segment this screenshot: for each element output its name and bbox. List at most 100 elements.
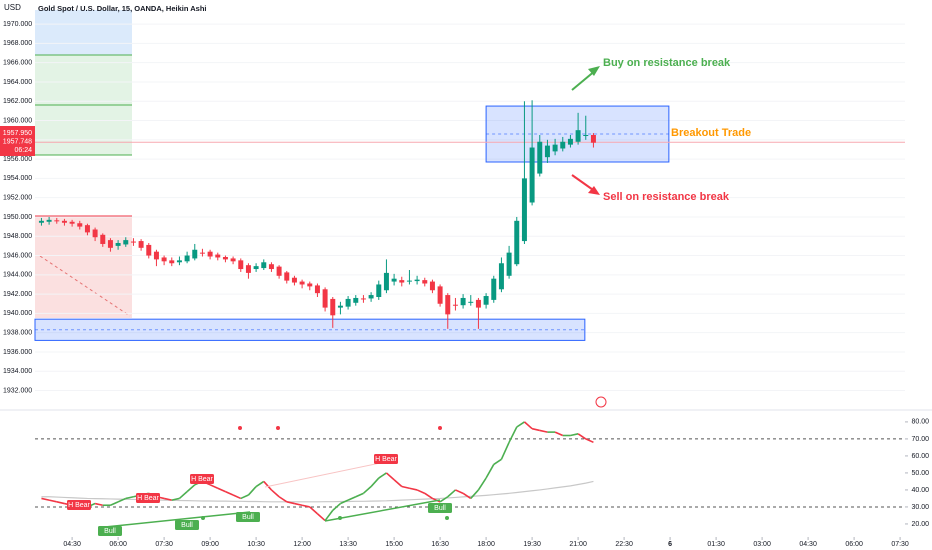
candle-body xyxy=(567,138,573,145)
candle-body xyxy=(268,264,274,270)
rsi-segment xyxy=(94,502,103,507)
candle-body xyxy=(276,266,282,276)
rsi-segment xyxy=(385,472,395,481)
candle-body xyxy=(514,220,520,265)
x-tick-label: 6 xyxy=(668,541,672,548)
rsi-segment xyxy=(255,480,265,488)
y-tick-label: 1936.000 xyxy=(3,349,32,356)
y-tick-label: 1962.000 xyxy=(3,98,32,105)
rsi-segment xyxy=(493,458,502,466)
x-tick-label: 18:00 xyxy=(477,541,495,548)
price-label: 1957.950 xyxy=(3,130,32,137)
rsi-segment xyxy=(186,484,196,493)
rsi-segment xyxy=(117,497,127,503)
divergence-line xyxy=(104,511,251,528)
signal-dot xyxy=(238,426,242,430)
x-tick-label: 03:00 xyxy=(753,541,771,548)
rsi-segment xyxy=(232,494,242,500)
rsi-segment xyxy=(340,499,349,505)
candle-body xyxy=(376,284,382,297)
candle-body xyxy=(345,298,351,307)
candle-body xyxy=(146,244,152,256)
y-tick-label: 40.00 xyxy=(911,487,929,494)
candle-body xyxy=(552,144,558,152)
candle-body xyxy=(460,297,466,306)
candle-body xyxy=(84,225,90,233)
rsi-segment xyxy=(362,485,372,494)
candle-body xyxy=(77,223,83,227)
annotation-box xyxy=(98,526,122,536)
candle-body xyxy=(475,299,481,308)
y-tick-label: 60.00 xyxy=(911,453,929,460)
tool-zone xyxy=(35,10,132,55)
rsi-segment xyxy=(424,492,433,500)
candle-body xyxy=(161,257,167,262)
candle-body xyxy=(230,258,236,262)
candle-body xyxy=(284,272,290,281)
candle-body xyxy=(61,220,67,223)
candle-body xyxy=(337,305,343,308)
candle-body xyxy=(215,254,221,258)
annotation-box xyxy=(236,512,260,522)
x-tick-label: 06:00 xyxy=(109,541,127,548)
y-tick-label: 1968.000 xyxy=(3,40,32,47)
rsi-segment xyxy=(316,513,326,522)
rsi-segment xyxy=(247,485,257,496)
y-tick-label: 1956.000 xyxy=(3,156,32,163)
candle-body xyxy=(184,255,190,262)
chart-title: Gold Spot / U.S. Dollar, 15, OANDA, Heik… xyxy=(38,4,207,13)
candle-body xyxy=(429,281,435,291)
rsi-segment xyxy=(278,496,288,503)
annotation-box xyxy=(136,493,160,503)
rsi-segment xyxy=(409,487,418,491)
candle-body xyxy=(130,241,136,243)
rsi-segment xyxy=(570,433,579,437)
annotation-box xyxy=(175,520,199,530)
rsi-segment xyxy=(401,485,410,490)
y-tick-label: 1950.000 xyxy=(3,214,32,221)
candle-body xyxy=(406,280,412,282)
x-tick-label: 15:00 xyxy=(385,541,403,548)
rsi-segment xyxy=(309,506,318,515)
candle-body xyxy=(414,279,420,282)
candle-body xyxy=(138,241,144,248)
rsi-segment xyxy=(263,480,273,491)
candle-body xyxy=(506,252,512,276)
rsi-segment xyxy=(41,497,50,501)
candle-body xyxy=(54,220,60,222)
y-tick-label: 20.00 xyxy=(911,521,929,528)
y-tick-label: 1960.000 xyxy=(3,117,32,124)
rsi-segment xyxy=(294,502,303,507)
rsi-segment xyxy=(56,501,65,505)
annotation: Bull xyxy=(104,528,116,535)
signal-dot xyxy=(438,426,442,430)
rsi-segment xyxy=(125,495,134,500)
y-tick-label: 1954.000 xyxy=(3,175,32,182)
annotation: H Bear xyxy=(137,495,159,502)
candle-body xyxy=(529,147,535,203)
candle-body xyxy=(483,296,489,305)
price-label: 1957.748 xyxy=(3,138,32,145)
candle-body xyxy=(560,141,566,149)
candle-body xyxy=(222,256,228,260)
rsi-segment xyxy=(178,491,188,500)
candle-body xyxy=(253,266,259,270)
candle-body xyxy=(107,240,113,248)
annotation: Bull xyxy=(434,505,446,512)
annotation: Bull xyxy=(242,514,254,521)
candle-body xyxy=(153,251,159,260)
annotation: Sell on resistance break xyxy=(603,191,730,203)
candle-body xyxy=(261,262,267,269)
ma-line xyxy=(41,480,594,503)
rsi-segment xyxy=(416,489,426,495)
rsi-segment xyxy=(171,497,180,501)
y-tick-label: 1948.000 xyxy=(3,233,32,240)
arrow-head xyxy=(588,186,600,195)
candle-body xyxy=(314,285,320,294)
icon xyxy=(595,396,607,408)
candle-body xyxy=(437,286,443,304)
candle-body xyxy=(299,281,305,285)
candle-body xyxy=(452,304,458,306)
price-label-box xyxy=(0,126,35,156)
candle-body xyxy=(330,298,336,316)
